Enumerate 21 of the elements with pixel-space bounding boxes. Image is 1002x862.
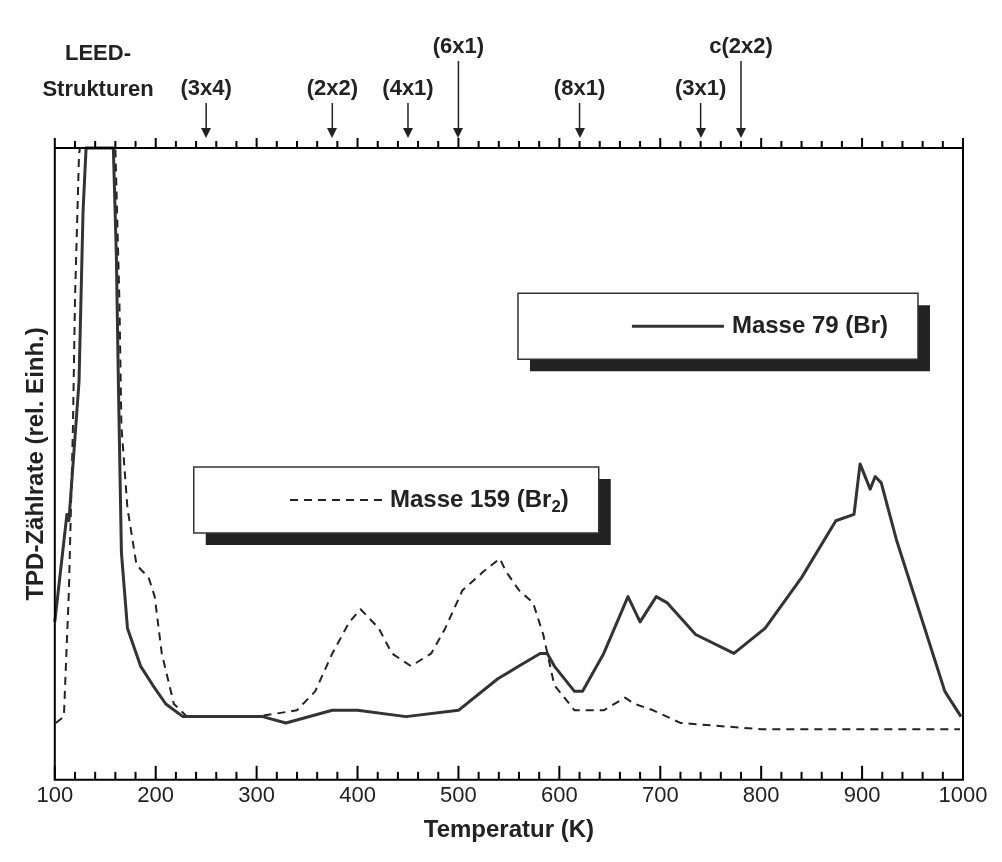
x-tick-label: 600 bbox=[541, 782, 578, 808]
x-tick-label: 200 bbox=[137, 782, 175, 808]
y-axis-title: TPD-Zählrate (rel. Einh.) bbox=[21, 327, 49, 601]
x-tick-label: 400 bbox=[339, 782, 376, 808]
legend-label: Masse 79 (Br) bbox=[731, 310, 888, 338]
x-axis-title: Temperatur (K) bbox=[423, 815, 595, 843]
ref-line-label: (3x4) bbox=[180, 75, 232, 100]
x-tick-label: 500 bbox=[440, 782, 477, 808]
x-tick-label: 800 bbox=[742, 782, 780, 808]
ref-line-label: (4x1) bbox=[382, 75, 434, 100]
x-tick-label: 1000 bbox=[938, 782, 988, 808]
ref-line-label: (3x1) bbox=[674, 75, 727, 100]
x-tick-label: 900 bbox=[843, 782, 881, 808]
x-tick-label: 700 bbox=[641, 782, 679, 808]
ref-line-label: (2x2) bbox=[306, 75, 358, 100]
x-tick-label: 100 bbox=[36, 782, 74, 808]
x-tick-label: 300 bbox=[238, 782, 275, 808]
text: LEED-Strukturen bbox=[42, 40, 154, 101]
ref-line-label: (6x1) bbox=[432, 33, 485, 58]
ref-line-label: c(2x2) bbox=[709, 33, 773, 58]
ref-line-label: (8x1) bbox=[553, 75, 606, 100]
